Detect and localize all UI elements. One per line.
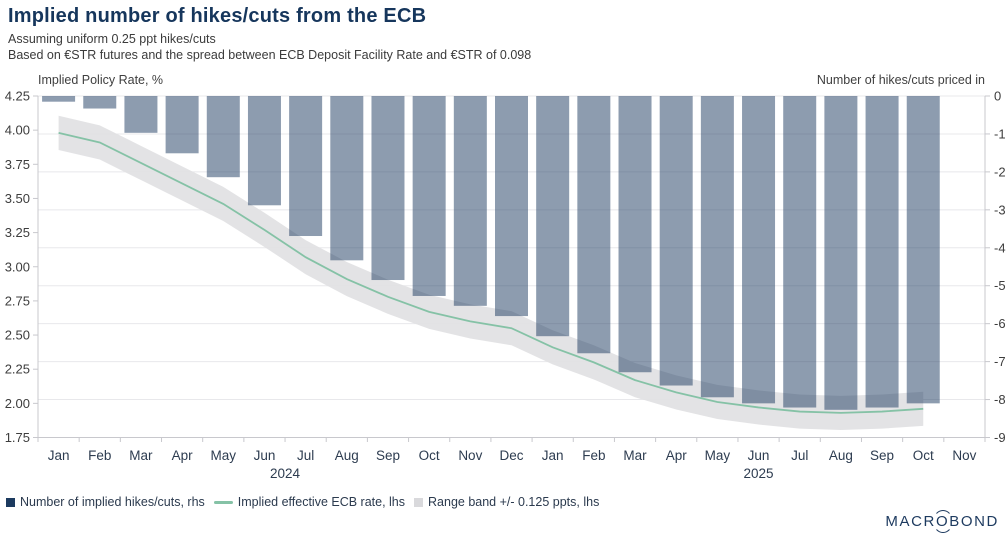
subtitle-line2: Based on €STR futures and the spread bet…: [8, 48, 532, 62]
legend-label-line: Implied effective ECB rate, lhs: [237, 495, 406, 509]
bar: [495, 96, 528, 317]
bar: [371, 96, 405, 281]
logo-text: MACR: [885, 513, 936, 530]
legend-item-band: Range band +/- 0.125 ppts, lhs: [414, 495, 599, 509]
logo-text: BOND: [949, 513, 999, 530]
lhs-tick-label: 2.50: [5, 328, 30, 343]
macrobond-logo: MACROBOND: [885, 510, 999, 533]
logo-o-mark: O: [933, 510, 954, 533]
legend-item-bars: Number of implied hikes/cuts, rhs: [6, 495, 205, 509]
lhs-tick-label: 3.00: [5, 259, 30, 274]
legend: Number of implied hikes/cuts, rhs Implie…: [6, 495, 599, 509]
bar: [124, 96, 158, 133]
bar: [165, 96, 199, 154]
lhs-tick-label: 3.75: [5, 157, 30, 172]
month-label: Apr: [666, 448, 688, 463]
rhs-tick-label: -2: [994, 164, 1006, 179]
bar-swatch-icon: [6, 497, 15, 507]
rhs-tick-label: -4: [994, 240, 1006, 255]
bar: [824, 96, 858, 410]
lhs-tick-label: 2.75: [5, 293, 30, 308]
bar: [865, 96, 899, 408]
month-label: Jan: [48, 448, 70, 463]
bar: [289, 96, 323, 237]
lhs-tick-label: 4.25: [5, 89, 30, 104]
bar: [659, 96, 693, 386]
month-label: Jun: [254, 448, 276, 463]
month-label: Aug: [335, 448, 359, 463]
rhs-tick-label: -5: [994, 278, 1006, 293]
month-label: Nov: [952, 448, 976, 463]
band-swatch-icon: [414, 497, 424, 507]
legend-label-bars: Number of implied hikes/cuts, rhs: [20, 495, 205, 509]
lhs-tick-label: 3.25: [5, 225, 30, 240]
month-label: Oct: [913, 448, 934, 463]
rhs-tick-label: -8: [994, 392, 1006, 407]
lhs-tick-label: 2.00: [5, 396, 30, 411]
bar: [536, 96, 570, 337]
lhs-axis-title: Implied Policy Rate, %: [38, 73, 164, 87]
subtitle-line1: Assuming uniform 0.25 ppt hikes/cuts: [8, 32, 216, 46]
lhs-tick-label: 4.00: [5, 123, 30, 138]
bar: [700, 96, 734, 398]
rhs-tick-label: -1: [994, 126, 1006, 141]
month-label: May: [705, 448, 731, 463]
month-label: Feb: [582, 448, 605, 463]
legend-item-line: Implied effective ECB rate, lhs: [213, 495, 406, 509]
bar: [206, 96, 240, 178]
bar: [783, 96, 817, 408]
bar: [577, 96, 611, 354]
bar: [412, 96, 446, 296]
month-label: Sep: [376, 448, 400, 463]
month-label: Mar: [129, 448, 153, 463]
bar: [247, 96, 281, 206]
rhs-tick-label: -6: [994, 316, 1006, 331]
month-label: Aug: [829, 448, 853, 463]
lhs-tick-label: 1.75: [5, 430, 30, 445]
rate-line: [58, 132, 924, 414]
month-label: Mar: [623, 448, 647, 463]
rhs-tick-label: -3: [994, 202, 1006, 217]
bar: [742, 96, 776, 404]
rhs-axis-title: Number of hikes/cuts priced in: [816, 73, 985, 87]
line-swatch-icon: [213, 500, 233, 504]
bar: [330, 96, 364, 261]
month-label: Apr: [172, 448, 194, 463]
month-label: Oct: [419, 448, 440, 463]
legend-label-band: Range band +/- 0.125 ppts, lhs: [428, 495, 600, 509]
bar: [453, 96, 487, 306]
month-label: Jul: [791, 448, 808, 463]
rhs-tick-label: -7: [994, 354, 1006, 369]
rhs-tick-label: 0: [994, 89, 1001, 104]
month-label: Dec: [499, 448, 523, 463]
month-label: Jun: [748, 448, 770, 463]
year-label: 2025: [744, 466, 774, 481]
month-label: Nov: [458, 448, 482, 463]
page-title: Implied number of hikes/cuts from the EC…: [8, 5, 427, 27]
month-label: Feb: [88, 448, 111, 463]
year-label: 2024: [270, 466, 301, 481]
month-label: Jul: [297, 448, 314, 463]
bar: [42, 96, 76, 102]
lhs-tick-label: 3.50: [5, 191, 30, 206]
rhs-tick-label: -9: [994, 430, 1006, 445]
bar: [906, 96, 940, 404]
bar: [618, 96, 652, 373]
month-label: Jan: [542, 448, 564, 463]
lhs-tick-label: 2.25: [5, 362, 30, 377]
bar: [83, 96, 117, 109]
month-label: Sep: [870, 448, 894, 463]
month-label: May: [211, 448, 237, 463]
